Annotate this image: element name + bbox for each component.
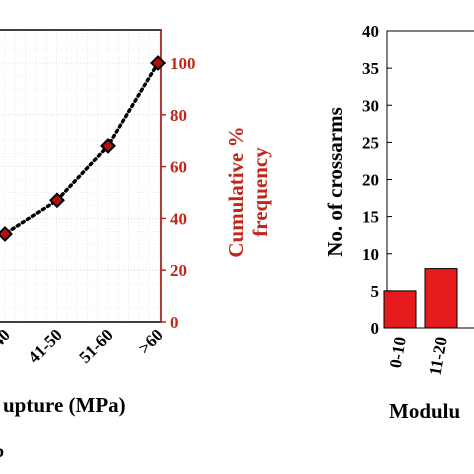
right-y-axis: 0 20 40 60 80 100 <box>160 30 196 332</box>
x-tick-label: 40 <box>0 325 14 350</box>
y-axis: 0 5 10 15 20 25 30 35 40 <box>362 22 392 338</box>
x-axis: 40 41-50 51-60 >60 <box>0 325 167 366</box>
y-axis-title: No. of crossarms <box>323 107 347 257</box>
right-y-tick-label: 20 <box>170 261 187 280</box>
x-axis-title: upture (MPa) <box>3 393 126 417</box>
right-y-tick-label: 60 <box>170 158 187 177</box>
panel-label: b <box>0 441 4 461</box>
x-tick-label: 41-50 <box>24 325 65 366</box>
data-point-marker <box>0 226 13 242</box>
y-tick-label: 5 <box>371 282 380 301</box>
bar <box>424 268 458 329</box>
bar-x-tick-label: 11-20 <box>426 335 451 376</box>
right-y-tick-label: 40 <box>170 209 187 228</box>
y-tick-label: 20 <box>362 171 379 190</box>
bar-x-tick-label: 0-10 <box>386 335 410 369</box>
y-tick-label: 25 <box>362 133 379 152</box>
right-y-tick-label: 80 <box>170 106 187 125</box>
y-tick-label: 10 <box>362 245 379 264</box>
data-point-marker <box>100 137 116 154</box>
data-markers <box>0 55 166 242</box>
y-tick-label: 15 <box>362 208 379 227</box>
line-chart: 0 20 40 60 80 100 40 41-50 51-60 >60 Cumulative … <box>0 29 272 417</box>
bar-chart: 0 5 10 15 20 25 30 35 40 0-10 11-20 No. of crossa… <box>323 22 474 423</box>
bars <box>383 268 458 329</box>
right-y-tick-label: 100 <box>170 54 196 73</box>
x-tick-label: >60 <box>135 325 167 357</box>
y-tick-label: 0 <box>371 319 380 338</box>
bar-x-axis: 0-10 11-20 <box>386 335 451 376</box>
y-tick-label: 40 <box>362 22 379 41</box>
right-y-axis-title-line1: Cumulative % <box>224 126 248 257</box>
data-point-marker <box>49 192 65 209</box>
right-y-axis-title-line2: frequency <box>248 147 272 237</box>
y-tick-label: 35 <box>362 59 379 78</box>
x-tick-label: 51-60 <box>75 325 116 366</box>
y-tick-label: 30 <box>362 96 379 115</box>
right-y-tick-label: 0 <box>170 313 179 332</box>
bar <box>383 290 417 329</box>
data-point-marker <box>150 55 166 71</box>
bar-x-axis-title: Modulu <box>389 399 461 423</box>
